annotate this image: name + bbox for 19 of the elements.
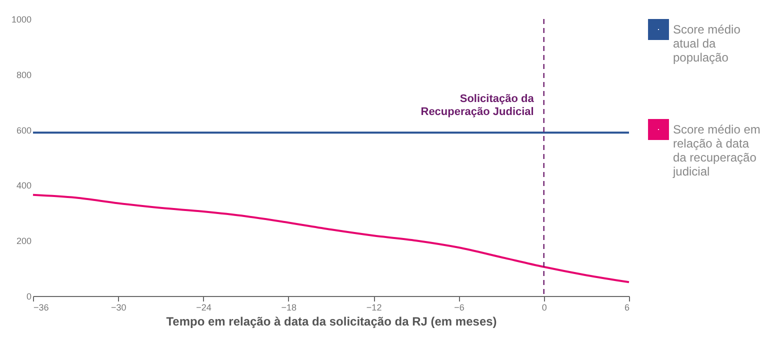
line-series	[32, 194, 630, 284]
y-tick-label: 0	[26, 292, 32, 302]
x-axis-title: Tempo em relação à data da solicitação da RJ (em meses)	[166, 314, 497, 328]
y-tick-label: 600	[16, 125, 32, 136]
x-tick-label: −6	[454, 302, 464, 312]
y-tick-label: 200	[16, 236, 32, 246]
legend-label: Score médio atual da população	[673, 22, 741, 64]
x-tick-label: 6	[624, 302, 630, 312]
x-tick-label: −30	[111, 302, 126, 312]
x-tick-label: −24	[196, 302, 212, 312]
ref-line-label: Solicitação da Recuperação Judicial	[420, 93, 535, 118]
x-tick-label: −12	[366, 302, 382, 312]
y-tick-label: 1000	[11, 14, 32, 24]
x-tick-label: −18	[281, 302, 297, 312]
y-tick-label: 800	[16, 70, 32, 80]
x-tick-label: −36	[34, 302, 49, 312]
legend-label: Score médio em relação à data da recuperação judicial	[672, 122, 760, 178]
x-tick-label: 0	[542, 302, 547, 312]
y-tick-label: 400	[16, 180, 32, 191]
